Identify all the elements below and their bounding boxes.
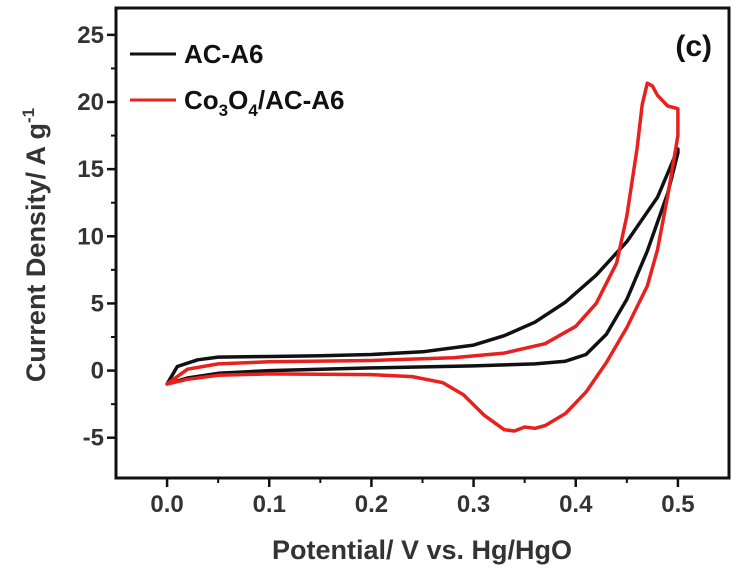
x-tick-label: 0.1 (253, 491, 286, 518)
legend-label-ac-a6: AC-A6 (184, 39, 263, 69)
series-line-co3o4-ac-a6 (165, 81, 680, 433)
panel-label: (c) (675, 30, 712, 63)
legend: AC-A6 Co3O4/AC-A6 (130, 39, 345, 120)
series-line-ac-a6 (165, 147, 680, 386)
y-tick-label: -5 (83, 425, 104, 452)
x-tick-label: 0.2 (355, 491, 388, 518)
y-axis-label: Current Density/ A g-1 (19, 108, 51, 382)
x-axis-label: Potential/ V vs. Hg/HgO (272, 535, 572, 565)
y-tick-label: 10 (77, 223, 104, 250)
x-tick-label: 0.4 (559, 491, 593, 518)
plot-frame (114, 6, 731, 480)
y-tick-label: 25 (77, 22, 104, 49)
series-group (165, 81, 680, 433)
x-tick-label: 0.0 (150, 491, 183, 518)
y-axis-ticks: -5 0 5 10 15 20 25 (77, 22, 116, 452)
y-tick-label: 5 (91, 290, 104, 317)
x-tick-label: 0.5 (661, 491, 694, 518)
x-axis-ticks: 0.0 0.1 0.2 0.3 0.4 0.5 (150, 478, 695, 518)
x-tick-label: 0.3 (457, 491, 490, 518)
y-tick-label: 0 (91, 358, 104, 385)
y-tick-label: 15 (77, 156, 104, 183)
legend-label-co3o4-ac-a6: Co3O4/AC-A6 (184, 85, 345, 120)
y-tick-label: 20 (77, 89, 104, 116)
